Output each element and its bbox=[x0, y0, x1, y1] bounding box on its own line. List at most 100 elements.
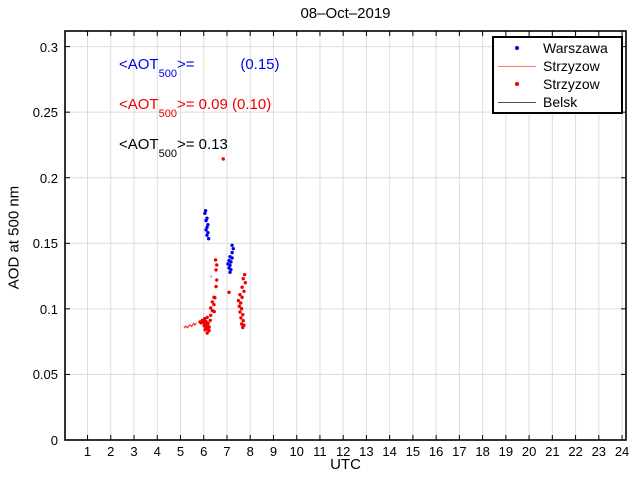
series-point-strzyzow bbox=[202, 317, 207, 321]
y-tick-label: 0.3 bbox=[39, 39, 58, 55]
legend-item-strzyzow: Strzyzow bbox=[494, 57, 621, 75]
series-point-warszawa bbox=[203, 208, 208, 213]
series-point-warszawa bbox=[204, 228, 208, 232]
series-point-strzyzow bbox=[238, 293, 242, 297]
series-point-strzyzow bbox=[209, 313, 213, 317]
legend-dot-sample bbox=[494, 82, 540, 86]
y-tick-label: 0.15 bbox=[32, 236, 58, 252]
series-point-warszawa bbox=[205, 225, 209, 230]
series-point-strzyzow bbox=[240, 285, 244, 289]
x-tick-label: 4 bbox=[153, 444, 161, 459]
legend-item-belsk: Belsk bbox=[494, 93, 621, 111]
chart-title: 08–Oct–2019 bbox=[300, 5, 391, 22]
legend: Warszawa Strzyzow Strzyzow Belsk bbox=[492, 36, 623, 114]
x-tick-label: 20 bbox=[521, 444, 537, 459]
x-tick-label: 18 bbox=[475, 444, 490, 459]
series-point-strzyzow bbox=[212, 302, 216, 307]
series-point-strzyzow bbox=[227, 290, 231, 295]
x-tick-label: 13 bbox=[359, 444, 374, 459]
legend-item-warszawa: Warszawa bbox=[494, 39, 621, 57]
series-point-warszawa bbox=[206, 230, 210, 235]
series-point-belsk bbox=[210, 275, 213, 278]
series-line-strzyzow bbox=[183, 322, 197, 329]
x-tick-label: 5 bbox=[176, 444, 185, 459]
series-point-strzyzow bbox=[205, 331, 209, 335]
dot-icon bbox=[515, 46, 519, 50]
series-point-warszawa bbox=[203, 211, 207, 215]
y-tick-label: 0 bbox=[50, 433, 58, 448]
series-point-strzyzow bbox=[241, 277, 245, 281]
series-point-strzyzow bbox=[206, 321, 210, 325]
series-point-warszawa bbox=[230, 243, 234, 247]
x-tick-label: 21 bbox=[545, 444, 560, 459]
legend-label: Warszawa bbox=[543, 40, 608, 56]
x-tick-label: 3 bbox=[130, 444, 138, 459]
x-tick-label: 11 bbox=[313, 444, 327, 459]
x-tick-label: 1 bbox=[83, 444, 92, 459]
series-point-strzyzow bbox=[221, 157, 225, 161]
x-tick-label: 9 bbox=[269, 444, 278, 459]
x-axis-label: UTC bbox=[330, 456, 361, 473]
x-tick-label: 6 bbox=[200, 444, 208, 459]
series-point-warszawa bbox=[229, 260, 233, 264]
x-tick-label: 8 bbox=[246, 444, 254, 459]
series-point-warszawa bbox=[228, 263, 232, 268]
legend-label: Belsk bbox=[543, 94, 578, 110]
series-point-strzyzow bbox=[238, 310, 242, 314]
x-tick-label: 2 bbox=[107, 444, 115, 459]
series-point-warszawa bbox=[206, 222, 210, 227]
series-point-strzyzow bbox=[240, 295, 244, 300]
series-point-strzyzow bbox=[239, 316, 243, 320]
series-point-strzyzow bbox=[213, 258, 218, 262]
series-point-warszawa bbox=[204, 218, 208, 223]
series-point-strzyzow bbox=[236, 298, 241, 303]
x-tick-label: 24 bbox=[614, 444, 630, 459]
annotation-aot500-0: <AOT500>= (0.15) bbox=[119, 56, 280, 80]
series-point-strzyzow bbox=[215, 263, 219, 267]
dot-icon bbox=[515, 82, 519, 86]
series-point-warszawa bbox=[228, 270, 232, 274]
series-point-strzyzow bbox=[213, 296, 217, 300]
line-icon bbox=[498, 101, 536, 103]
legend-line-sample bbox=[494, 101, 540, 103]
x-tick-label: 15 bbox=[405, 444, 421, 459]
series-point-strzyzow bbox=[242, 289, 246, 293]
x-tick-label: 22 bbox=[568, 444, 583, 459]
series-point-warszawa bbox=[230, 256, 234, 260]
series-point-strzyzow bbox=[205, 315, 209, 320]
x-tick-label: 10 bbox=[289, 444, 304, 459]
series-point-strzyzow bbox=[214, 268, 218, 272]
line-icon bbox=[498, 65, 536, 67]
y-tick-label: 0.2 bbox=[39, 170, 58, 186]
series-point-strzyzow bbox=[207, 325, 211, 329]
legend-dot-sample bbox=[494, 46, 540, 50]
series-point-warszawa bbox=[205, 233, 209, 238]
x-tick-label: 23 bbox=[591, 444, 607, 459]
series-point-strzyzow bbox=[210, 300, 215, 304]
series-point-warszawa bbox=[231, 246, 235, 251]
series-point-strzyzow bbox=[212, 309, 216, 314]
series-point-warszawa bbox=[206, 237, 211, 241]
legend-label: Strzyzow bbox=[543, 58, 600, 74]
x-tick-label: 17 bbox=[452, 444, 467, 459]
series-point-strzyzow bbox=[214, 284, 218, 289]
x-tick-label: 14 bbox=[382, 444, 397, 459]
series-point-strzyzow bbox=[208, 318, 212, 323]
x-tick-label: 19 bbox=[498, 444, 514, 459]
annotation-aot500-2: <AOT500>= 0.13 bbox=[119, 136, 228, 160]
legend-label: Strzyzow bbox=[543, 76, 600, 92]
series-point-strzyzow bbox=[239, 307, 244, 311]
x-tick-label: 16 bbox=[428, 444, 444, 459]
series-point-warszawa bbox=[229, 267, 233, 272]
series-point-strzyzow bbox=[238, 301, 243, 305]
y-tick-label: 0.1 bbox=[39, 301, 58, 317]
legend-item-strzyzow: Strzyzow bbox=[494, 75, 621, 93]
annotation-aot500-1: <AOT500>= 0.09 (0.10) bbox=[119, 96, 272, 120]
legend-line-sample bbox=[494, 65, 540, 67]
series-point-strzyzow bbox=[209, 306, 213, 310]
x-tick-label: 7 bbox=[223, 444, 231, 459]
series-point-strzyzow bbox=[207, 328, 211, 333]
series-point-strzyzow bbox=[242, 272, 247, 277]
